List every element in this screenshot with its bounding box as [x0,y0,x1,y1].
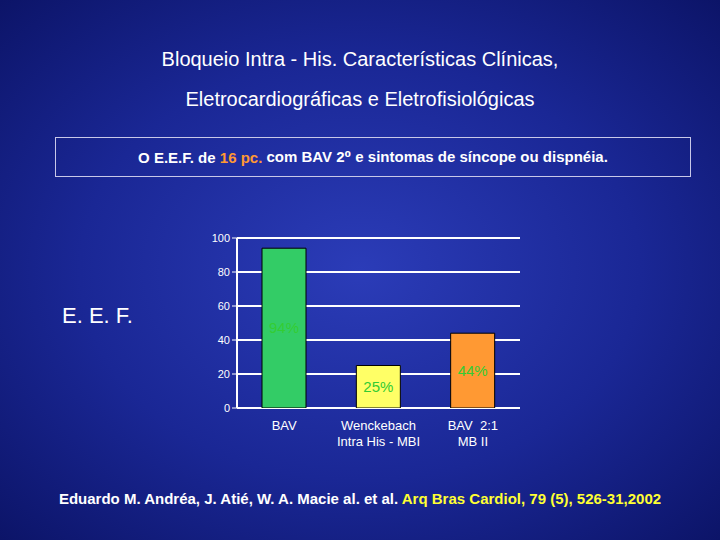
svg-text:25%: 25% [363,378,393,395]
svg-text:BAV: BAV [272,418,297,433]
svg-text:100: 100 [212,232,230,244]
svg-text:MB II: MB II [458,434,488,449]
html-text:O E.E.F. de 16 pc. com BAV 2⁰: O E.E.F. de 16 pc. com BAV 2⁰ e sintomas… [138,148,608,166]
svg-text:44%: 44% [458,362,488,379]
svg-text:Intra His - MBI: Intra His - MBI [337,434,420,449]
html-text:Eduardo M. Andréa, J. Atié, W.: Eduardo M. Andréa, J. Atié, W. A. Macie … [58,490,662,507]
svg-text:80: 80 [218,266,230,278]
svg-text:60: 60 [218,300,230,312]
html-text:Bloqueio Intra - His. Caracter: Bloqueio Intra - His. Características Cl… [161,48,559,70]
html-text:E. E. F.: E. E. F. [62,303,133,328]
svg-text:94%: 94% [269,319,299,336]
html-text:Eletrocardiográficas e Eletrof: Eletrocardiográficas e Eletrofisiológica… [185,88,535,110]
svg-text:20: 20 [218,368,230,380]
svg-text:40: 40 [218,334,230,346]
svg-text:Wenckebach: Wenckebach [341,418,416,433]
svg-text:0: 0 [224,402,230,414]
svg-text:BAV 2:1: BAV 2:1 [448,418,498,433]
